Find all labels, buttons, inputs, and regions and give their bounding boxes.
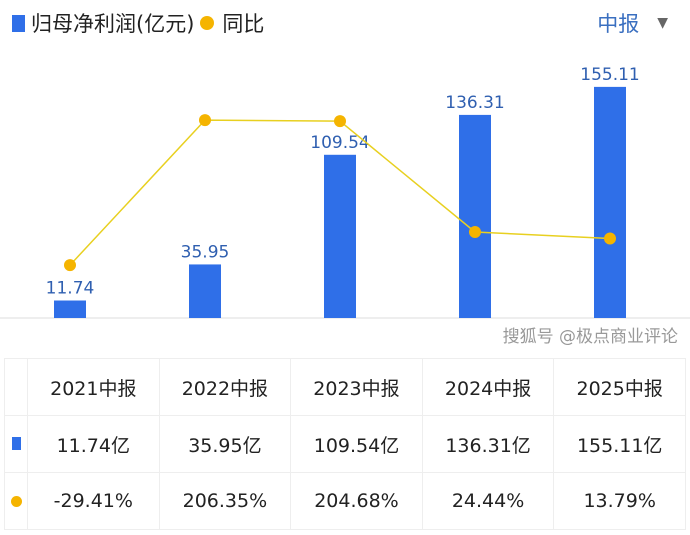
- yoy-point: [334, 115, 346, 128]
- table-row-profit: 11.74亿 35.95亿 109.54亿 136.31亿 155.11亿: [4, 415, 686, 473]
- header-cell: 2021中报: [27, 358, 160, 416]
- value-cell: 109.54亿: [290, 415, 423, 473]
- yoy-cell: 204.68%: [290, 472, 423, 530]
- header-cell: 2024中报: [421, 358, 555, 416]
- period-select[interactable]: 中报 ▼: [597, 8, 668, 38]
- yoy-point: [604, 232, 616, 245]
- bar-data-label: 155.11: [580, 65, 639, 85]
- header-cell: 2023中报: [290, 358, 423, 416]
- bar: [324, 154, 356, 318]
- yoy-cell: 24.44%: [421, 472, 555, 530]
- bar: [459, 114, 491, 318]
- bar-data-label: 136.31: [445, 93, 504, 113]
- watermark: 搜狐号 @极点商业评论: [502, 327, 678, 347]
- bar-legend-icon: [12, 14, 25, 32]
- value-cell: 136.31亿: [421, 415, 555, 473]
- value-cell: 35.95亿: [158, 415, 292, 473]
- yoy-point: [469, 225, 481, 238]
- bar: [189, 264, 221, 318]
- header-cell: 2022中报: [158, 358, 292, 416]
- triangle-down-icon: ▼: [657, 15, 668, 31]
- bar-legend-icon: [11, 437, 21, 450]
- line-legend-icon: [200, 16, 215, 30]
- bar-data-label: 109.54: [310, 133, 369, 153]
- table-header-row: 2021中报 2022中报 2023中报 2024中报 2025中报: [4, 358, 686, 416]
- yoy-point: [64, 259, 76, 272]
- yoy-cell: -29.41%: [27, 472, 160, 530]
- line-legend-icon: [10, 496, 22, 507]
- yoy-cell: 206.35%: [158, 472, 292, 530]
- line-legend-label: 同比: [222, 12, 265, 36]
- data-table: 2021中报 2022中报 2023中报 2024中报 2025中报 11.74…: [4, 358, 686, 530]
- bar: [594, 86, 626, 318]
- bar-data-label: 11.74: [46, 279, 95, 299]
- table-row-yoy: -29.41% 206.35% 204.68% 24.44% 13.79%: [4, 472, 686, 530]
- chart-legend: 归母净利润(亿元) 同比: [12, 8, 264, 38]
- period-select-value: 中报: [597, 12, 640, 36]
- yoy-cell: 13.79%: [553, 472, 686, 530]
- bar: [54, 300, 86, 318]
- chart-area: 11.74 35.95 109.54 136.31 155.11: [0, 65, 690, 319]
- yoy-point: [199, 114, 211, 127]
- value-cell: 155.11亿: [553, 415, 686, 473]
- bar-data-label: 35.95: [181, 242, 230, 262]
- header-cell: 2025中报: [553, 358, 686, 416]
- bar-legend-label: 归母净利润(亿元): [31, 12, 195, 36]
- value-cell: 11.74亿: [27, 415, 160, 473]
